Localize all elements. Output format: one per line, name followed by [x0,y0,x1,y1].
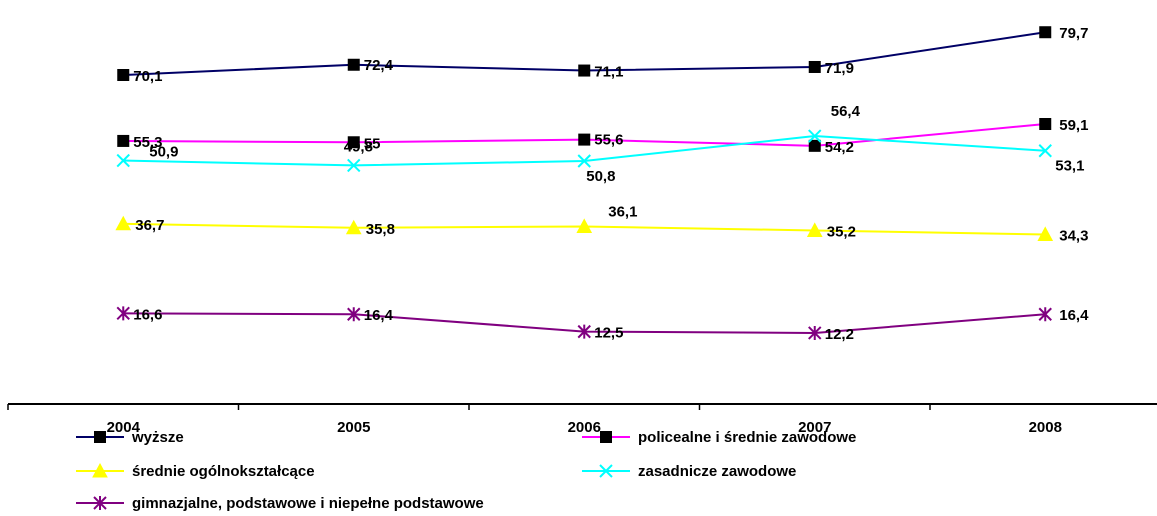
data-label-2-4: 34,3 [1059,227,1088,244]
data-point-2-4 [1037,226,1054,241]
data-label-4-1: 16,4 [364,307,394,324]
data-label-layer: 70,1 72,4 71,1 71,9 79,7 55,3 55 55,6 54,2 59,1 36… [133,25,1089,343]
legend-label-4: gimnazjalne, podstawowe i niepełne podst… [132,495,484,512]
legend-marker-1 [600,431,612,443]
data-point-4-2 [577,324,591,339]
data-point-2-3 [806,222,823,237]
legend-item-3: zasadnicze zawodowe [582,463,796,480]
data-label-4-4: 16,4 [1059,307,1089,324]
x-tick-label-4: 2008 [1029,419,1062,436]
data-point-3-4 [1038,144,1052,158]
data-point-2-0 [115,215,132,231]
data-point-1-2 [578,133,591,146]
legend-item-0: wyższe [76,429,184,446]
data-label-0-1: 72,4 [364,57,394,74]
data-label-2-1: 35,8 [366,221,395,238]
data-label-4-0: 16,6 [133,306,162,323]
data-label-0-3: 71,9 [825,60,854,77]
data-point-4-0 [116,306,130,321]
data-label-4-2: 12,5 [594,325,623,342]
x-axis: 2004 2005 2006 2007 2008 [7,403,1157,436]
data-point-0-2 [578,64,591,77]
data-label-3-2: 50,8 [586,168,615,185]
x-tick-label-2: 2006 [568,419,601,436]
data-label-1-1: 55 [364,135,381,152]
legend-item-2: średnie ogólnokształcące [76,462,315,480]
x-tick-label-3: 2007 [798,419,831,436]
data-label-3-0: 50,9 [149,144,178,161]
data-point-2-2 [576,218,593,233]
data-point-1-1 [347,136,360,149]
legend-label-1: policealne i średnie zawodowe [638,429,856,446]
data-label-0-4: 79,7 [1059,25,1088,42]
data-point-3-3 [808,129,822,143]
legend-marker-4 [93,496,107,510]
data-point-1-0 [117,134,130,147]
data-label-1-3: 54,2 [825,139,854,156]
data-point-0-3 [808,60,821,73]
legend-item-4: gimnazjalne, podstawowe i niepełne podst… [76,495,484,512]
legend-item-1: policealne i średnie zawodowe [582,429,856,446]
data-label-2-0: 36,7 [135,217,164,234]
data-label-0-0: 70,1 [133,68,162,85]
data-point-3-1 [347,158,361,173]
legend-label-0: wyższe [131,429,184,446]
data-point-4-4 [1038,307,1052,322]
data-point-3-2 [577,154,591,168]
data-label-1-2: 55,6 [594,132,623,149]
data-label-1-0: 55,3 [133,134,162,151]
data-point-1-3 [808,139,821,152]
legend-label-2: średnie ogólnokształcące [132,463,315,480]
marker-layer [115,26,1054,340]
data-label-2-3: 35,2 [827,223,856,240]
data-point-0-1 [347,58,360,71]
data-point-4-1 [347,307,361,322]
data-point-4-3 [808,325,822,340]
series-layer [123,31,1046,334]
data-point-3-0 [116,153,130,168]
data-label-2-2: 36,1 [608,203,637,220]
x-tick-label-0: 2004 [107,419,141,436]
data-point-0-0 [117,69,130,81]
legend-marker-3 [599,464,613,478]
legend-marker-2 [92,462,108,478]
legend-marker-0 [94,431,106,443]
data-point-0-4 [1039,26,1052,39]
data-point-1-4 [1039,118,1052,131]
data-label-3-1: 49,8 [344,138,373,155]
legend: wyższe policealne i średnie zawodowe średn… [76,429,856,512]
data-label-3-3: 56,4 [831,103,861,120]
data-label-4-3: 12,2 [825,326,854,343]
legend-label-3: zasadnicze zawodowe [638,463,796,480]
data-label-3-4: 53,1 [1055,158,1084,175]
data-label-0-2: 71,1 [594,64,623,81]
data-label-1-4: 59,1 [1059,117,1088,134]
x-tick-label-1: 2005 [337,419,370,436]
data-point-2-1 [345,219,362,235]
